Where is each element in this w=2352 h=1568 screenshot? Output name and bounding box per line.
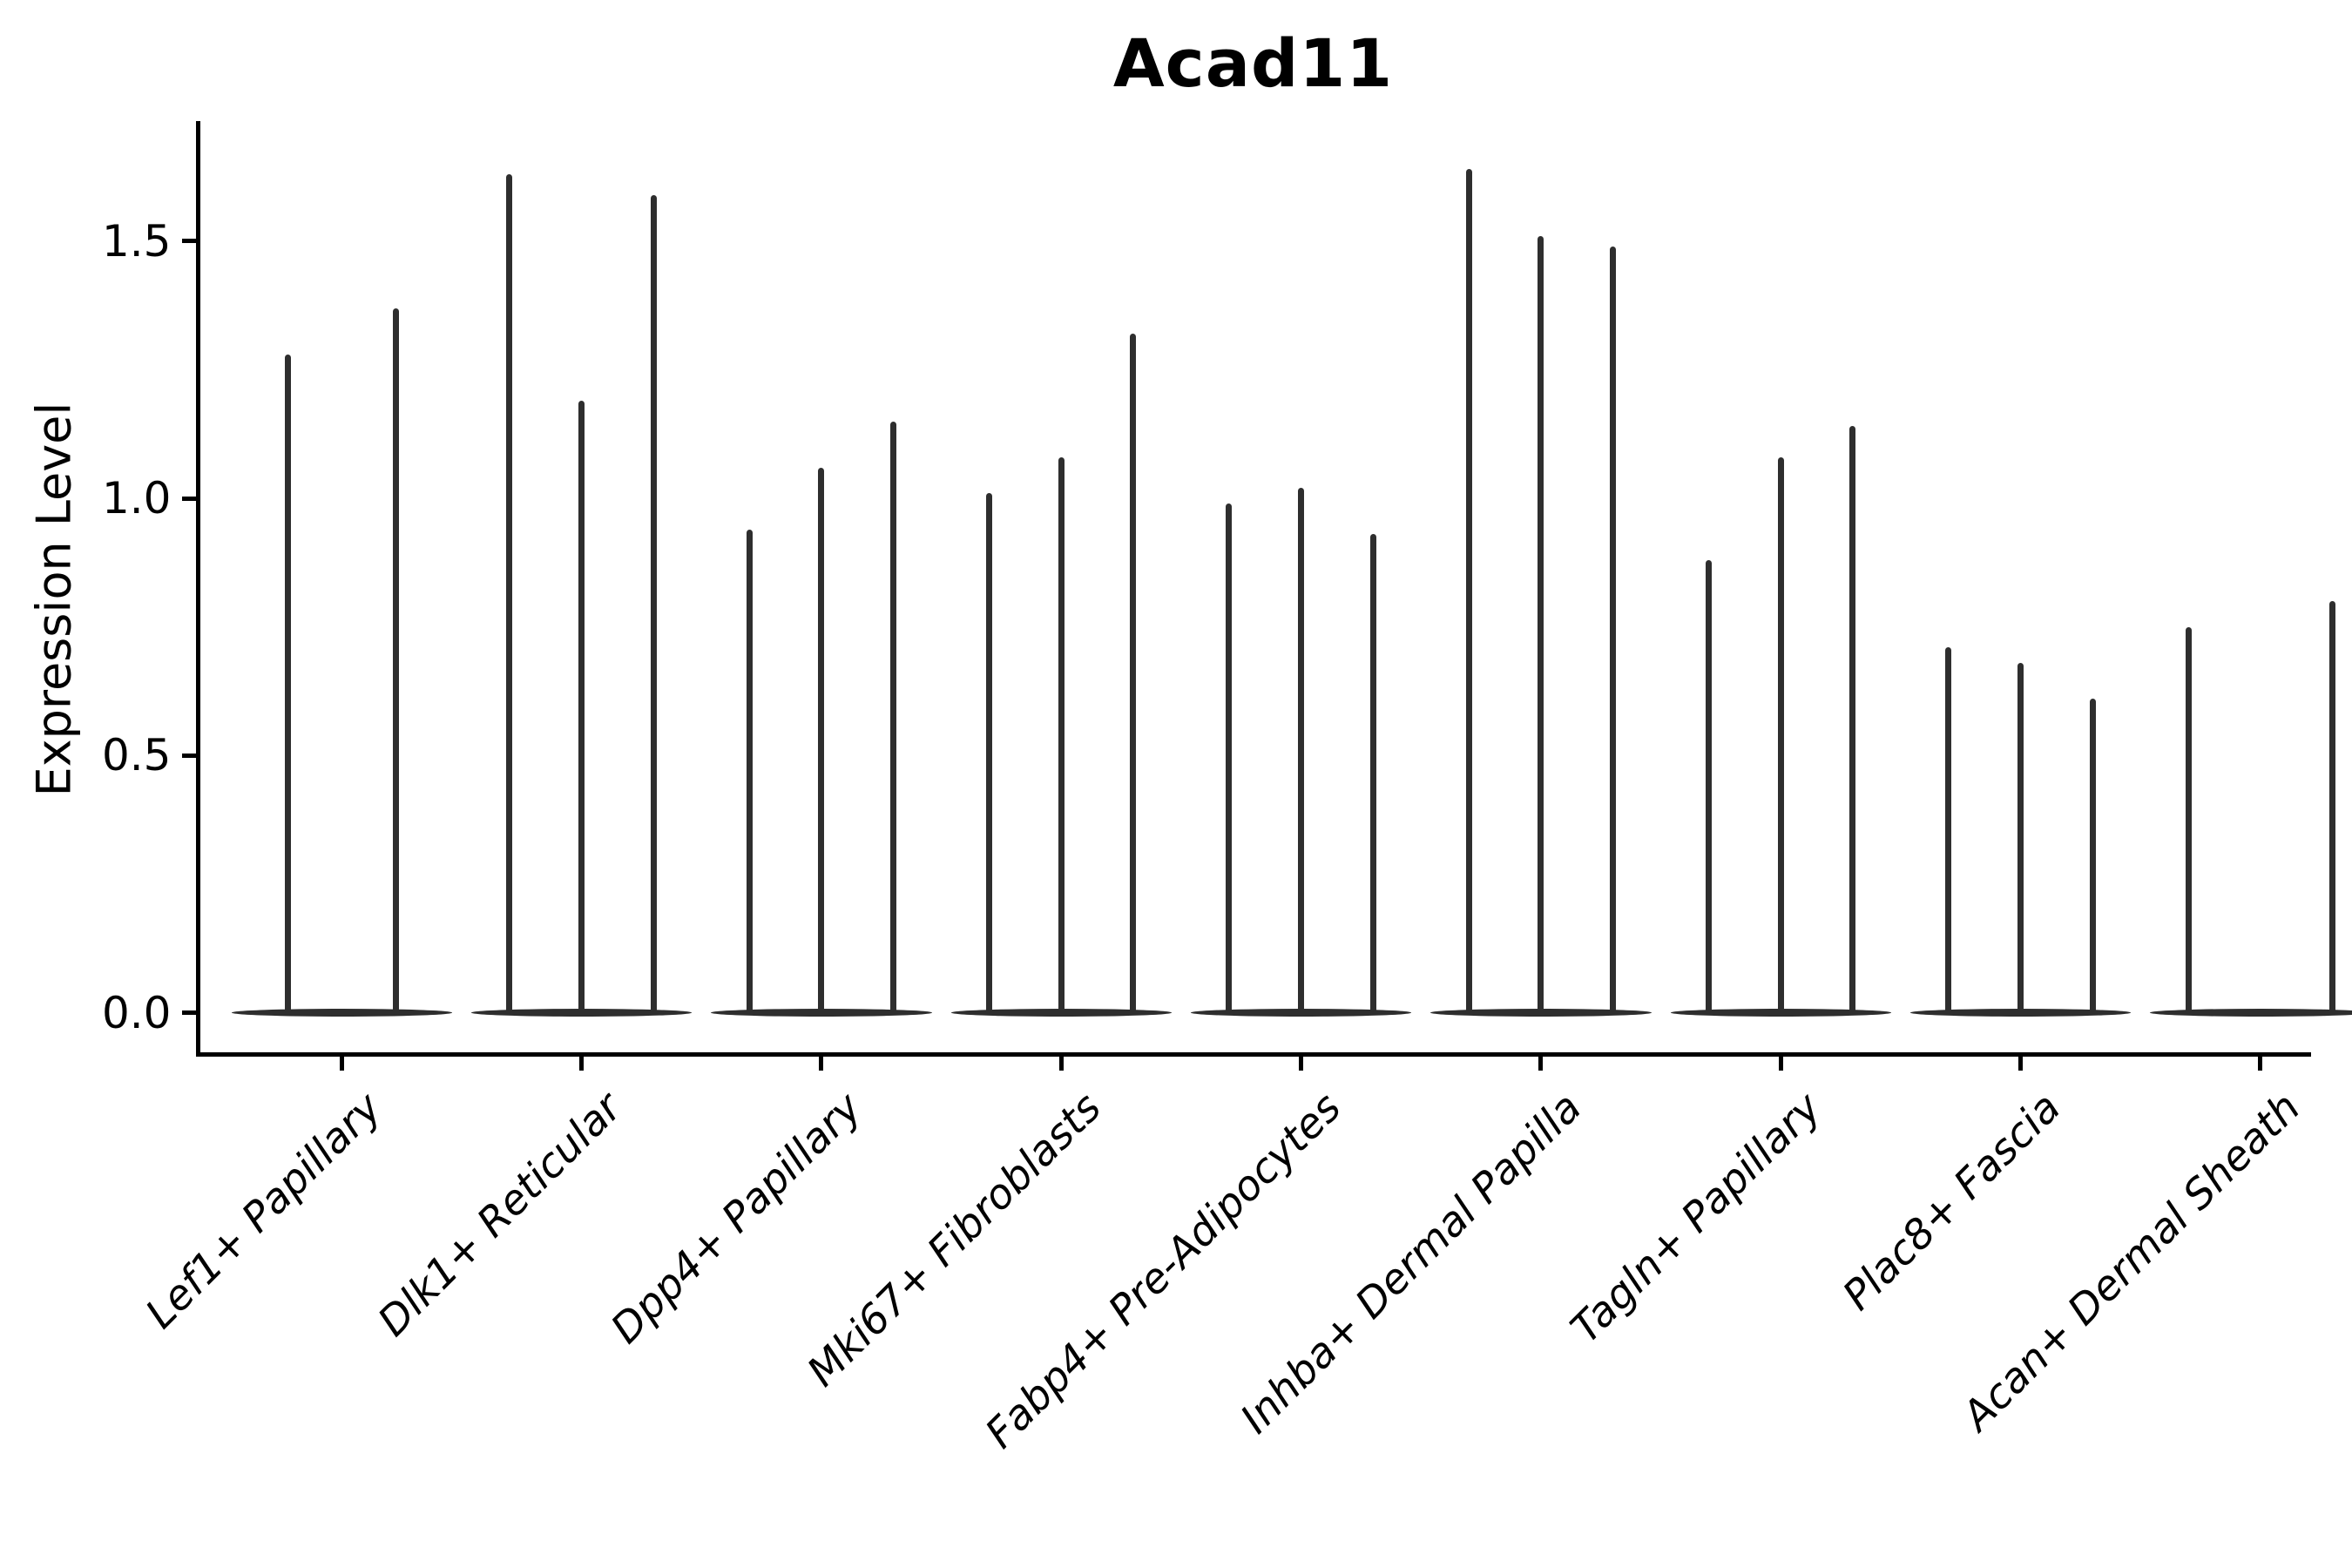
x-tick-mark [1778,1056,1783,1071]
violin-spike [1849,426,1856,1013]
x-tick-mark [1538,1056,1544,1071]
violin-spike [1777,456,1784,1013]
violin-spike [506,174,513,1013]
y-tick-mark [181,496,196,501]
violin-spike [1610,246,1616,1013]
violin-spike [1298,488,1305,1013]
violin-spike [1465,169,1472,1013]
violin-spike [1706,560,1713,1013]
violin-spike [1538,235,1544,1013]
violin-spike [1130,334,1137,1013]
x-tick-mark [1299,1056,1304,1071]
violin-spike [2185,626,2192,1013]
y-axis-spine [195,120,200,1057]
violin-base [231,1009,452,1017]
violin-spike [818,467,825,1013]
y-tick-label: 1.5 [101,215,172,267]
x-tick-label-text: Tagln+ Papillary [1561,1084,1831,1353]
y-tick-mark [181,1010,196,1016]
y-tick-label: 0.5 [101,730,172,781]
y-tick-label: 0.0 [101,987,172,1038]
x-tick-label-text: Plac8+ Fascia [1834,1084,2071,1321]
x-tick-mark [2258,1056,2263,1071]
violin-spike [2017,663,2024,1013]
violin-base [1909,1009,2132,1017]
violin-spike [1369,534,1376,1013]
violin-spike [284,354,291,1013]
x-tick-mark [819,1056,824,1071]
y-tick-mark [181,753,196,758]
violin-spike [889,421,896,1013]
x-tick-mark [1058,1056,1064,1071]
y-tick-label: 1.0 [101,473,172,524]
violin-spike [578,400,585,1013]
x-tick-mark [339,1056,344,1071]
violin-base [950,1009,1172,1017]
x-tick-mark [579,1056,585,1071]
y-tick-mark [181,239,196,244]
violin-spike [650,194,657,1013]
violin-base [1670,1009,1891,1017]
violin-spike [1945,647,1952,1013]
violin-base [1190,1009,1412,1017]
violin-base [470,1009,693,1017]
plot-title: Acad11 [1112,24,1394,102]
x-tick-mark [2018,1056,2024,1071]
violin-base [711,1009,932,1017]
violin-base [1430,1009,1652,1017]
x-axis-spine [195,1051,2311,1057]
violin-spike [2089,699,2096,1013]
x-tick-label-text: Dpp4+ Papillary [601,1084,871,1354]
violin-spike [746,529,753,1013]
violin-base [2150,1009,2352,1017]
x-tick-label-text: Lef1+ Papillary [137,1084,392,1339]
x-tick-label-text: Dlk1+ Reticular [368,1084,632,1346]
violin-spike [1058,456,1064,1013]
violin-spike [986,493,993,1013]
violin-spike [2329,601,2336,1013]
violin-spike [392,308,399,1013]
violin-spike [1226,504,1233,1013]
